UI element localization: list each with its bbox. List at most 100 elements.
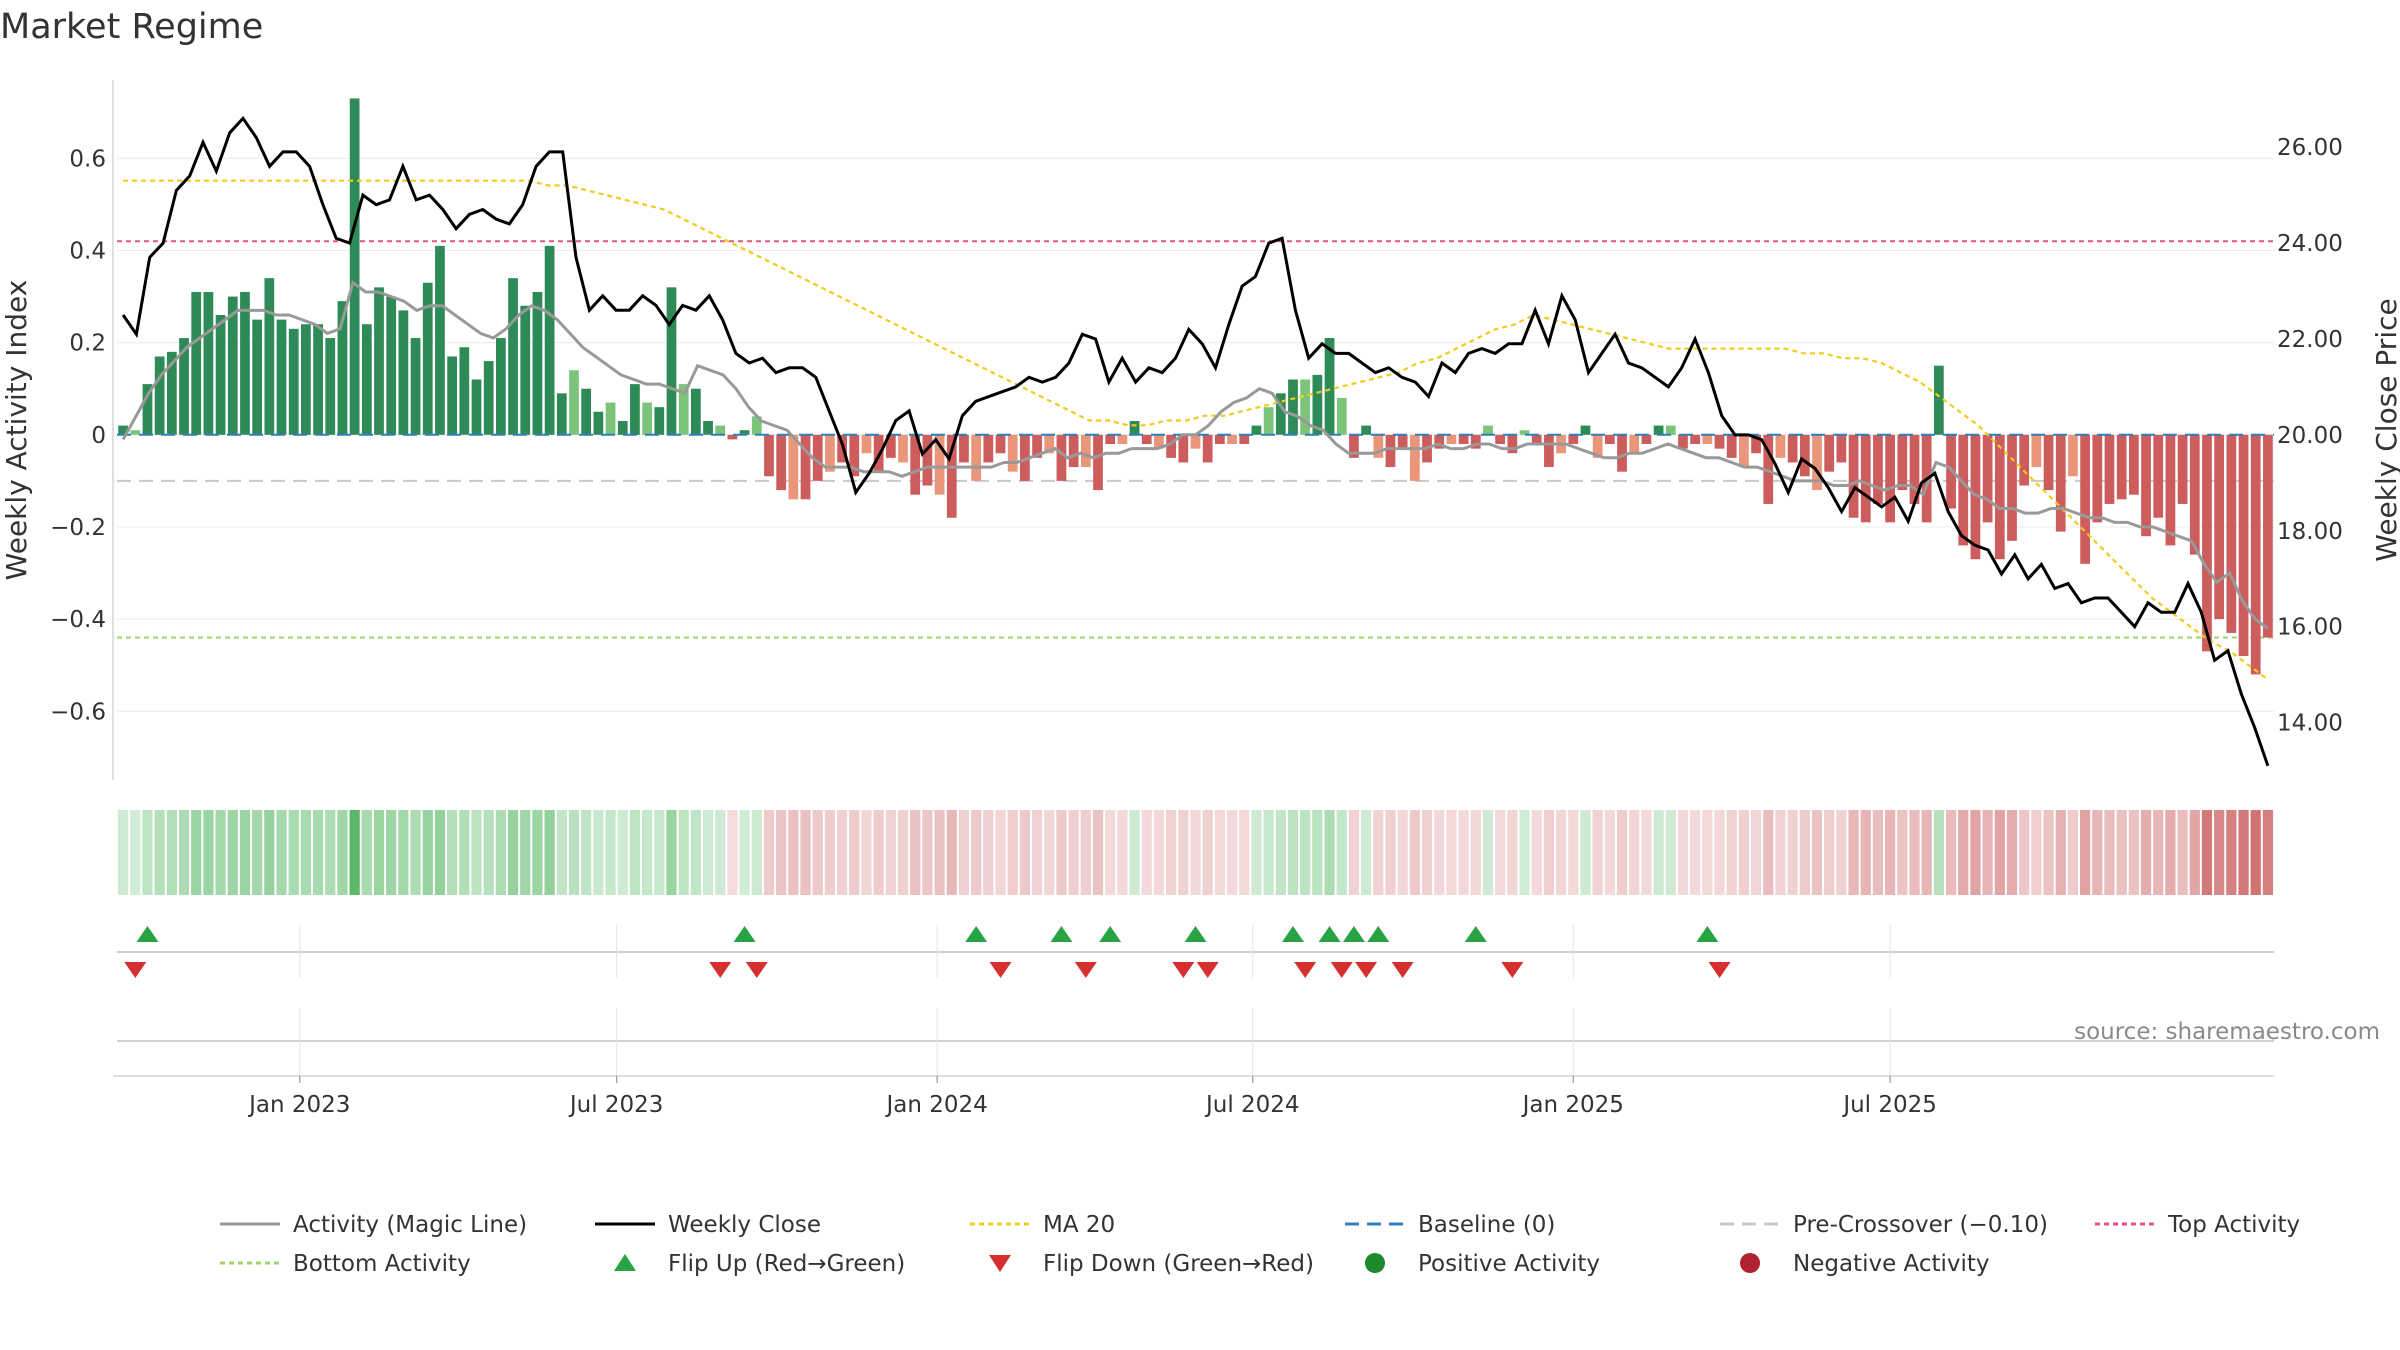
y-right-tick-label: 14.00	[2277, 711, 2343, 737]
regime-cell	[800, 810, 811, 895]
regime-cell	[1787, 810, 1798, 895]
activity-bar-negative	[1032, 434, 1042, 458]
activity-bar-negative	[1994, 434, 2005, 560]
regime-cell	[325, 810, 336, 895]
regime-cell	[1885, 810, 1896, 895]
activity-bar-negative	[1982, 434, 1993, 523]
regime-cell	[739, 810, 750, 895]
activity-bar-negative	[1751, 434, 1761, 454]
regime-cell	[1860, 810, 1871, 895]
x-tick-label: Jan 2023	[247, 1092, 350, 1118]
activity-bar-positive	[1933, 365, 1944, 435]
y-right-tick-label: 20.00	[2277, 423, 2343, 449]
x-tick-label: Jul 2023	[568, 1092, 664, 1118]
regime-cell	[1872, 810, 1884, 895]
activity-bar-negative	[2080, 434, 2090, 564]
regime-cell	[556, 810, 567, 895]
activity-bar-negative	[1909, 434, 1920, 504]
regime-cell	[276, 810, 287, 895]
activity-bar-negative	[1446, 434, 1457, 445]
activity-bar-positive	[447, 356, 458, 435]
flip-down-marker	[1391, 962, 1414, 978]
y-left-tick-label: 0.2	[69, 331, 106, 357]
regime-cell	[191, 810, 202, 895]
regime-cell	[910, 810, 921, 895]
regime-cell	[1470, 810, 1481, 895]
activity-bar-negative	[934, 434, 945, 495]
regime-cell	[1982, 810, 1993, 895]
regime-cell	[495, 810, 506, 895]
regime-cell	[715, 810, 726, 895]
flip-down-marker	[1355, 962, 1378, 978]
legend: Activity (Magic Line) Weekly Close MA 20 Ba…	[220, 1212, 2300, 1277]
regime-cell	[2006, 810, 2018, 895]
regime-cell	[434, 810, 446, 895]
activity-bar-negative	[1239, 434, 1250, 445]
regime-cell	[1129, 810, 1140, 895]
flip-down-marker	[1074, 962, 1097, 978]
flip-up-marker	[1342, 926, 1365, 942]
regime-cell	[1629, 810, 1640, 895]
regime-cell	[264, 810, 275, 895]
activity-bar-negative	[764, 434, 774, 477]
y-right-tick-label: 22.00	[2277, 327, 2343, 353]
activity-bar-negative	[2019, 434, 2030, 486]
regime-cell	[1750, 810, 1762, 895]
activity-bar-positive	[1129, 420, 1140, 435]
regime-cell	[312, 810, 324, 895]
activity-bar-positive	[154, 356, 165, 435]
activity-bar-negative	[1178, 434, 1189, 463]
activity-bar-negative	[1544, 434, 1554, 468]
regime-cell	[1117, 810, 1128, 895]
regime-cell	[2153, 810, 2164, 895]
regime-cell	[568, 810, 580, 895]
y-axis-right-label: Weekly Close Price	[2370, 298, 2400, 561]
activity-bar-negative	[2214, 434, 2225, 620]
regime-cell	[763, 810, 775, 895]
regime-cell	[1019, 810, 1031, 895]
activity-bar-positive	[276, 319, 287, 435]
regime-cell	[1775, 810, 1786, 895]
activity-bar-negative	[825, 434, 835, 472]
y-right-tick-label: 18.00	[2277, 519, 2343, 545]
regime-cell	[1397, 810, 1408, 895]
regime-cell	[2092, 810, 2103, 895]
y-left-tick-label: 0	[91, 423, 106, 449]
regime-cell	[836, 810, 848, 895]
legend-label: Negative Activity	[1793, 1251, 1990, 1277]
regime-cell	[581, 810, 592, 895]
activity-bar-negative	[971, 434, 982, 481]
regime-cell	[130, 810, 141, 895]
regime-cell	[1263, 810, 1274, 895]
regime-cell	[1312, 810, 1323, 895]
activity-bar-negative	[1385, 434, 1396, 468]
regime-cell	[1824, 810, 1835, 895]
activity-bar-negative	[1629, 434, 1640, 454]
regime-cell	[373, 810, 385, 895]
regime-cell	[2067, 810, 2079, 895]
regime-cell	[824, 810, 836, 895]
activity-bar-negative	[1775, 434, 1786, 458]
activity-bar-negative	[2250, 434, 2261, 675]
legend-item: Flip Up (Red→Green)	[614, 1251, 905, 1277]
regime-cell	[2079, 810, 2091, 895]
legend-item: Positive Activity	[1365, 1251, 1600, 1277]
activity-bar-negative	[995, 434, 1006, 454]
legend-swatch	[989, 1255, 1011, 1272]
legend-label: Pre-Crossover (−0.10)	[1793, 1212, 2048, 1238]
regime-cell	[1702, 810, 1713, 895]
regime-cell	[361, 810, 372, 895]
regime-cell	[2165, 810, 2176, 895]
regime-cell	[1738, 810, 1750, 895]
activity-bar-negative	[1227, 434, 1237, 445]
regime-cell	[1446, 810, 1457, 895]
activity-bar-negative	[1812, 434, 1822, 491]
regime-cell	[922, 810, 933, 895]
activity-bar-negative	[1154, 434, 1164, 449]
activity-bar-negative	[1458, 434, 1469, 445]
legend-item: MA 20	[970, 1212, 1115, 1238]
activity-bar-negative	[800, 434, 811, 500]
regime-cell	[1434, 810, 1445, 895]
activity-bar-positive	[1653, 425, 1664, 435]
